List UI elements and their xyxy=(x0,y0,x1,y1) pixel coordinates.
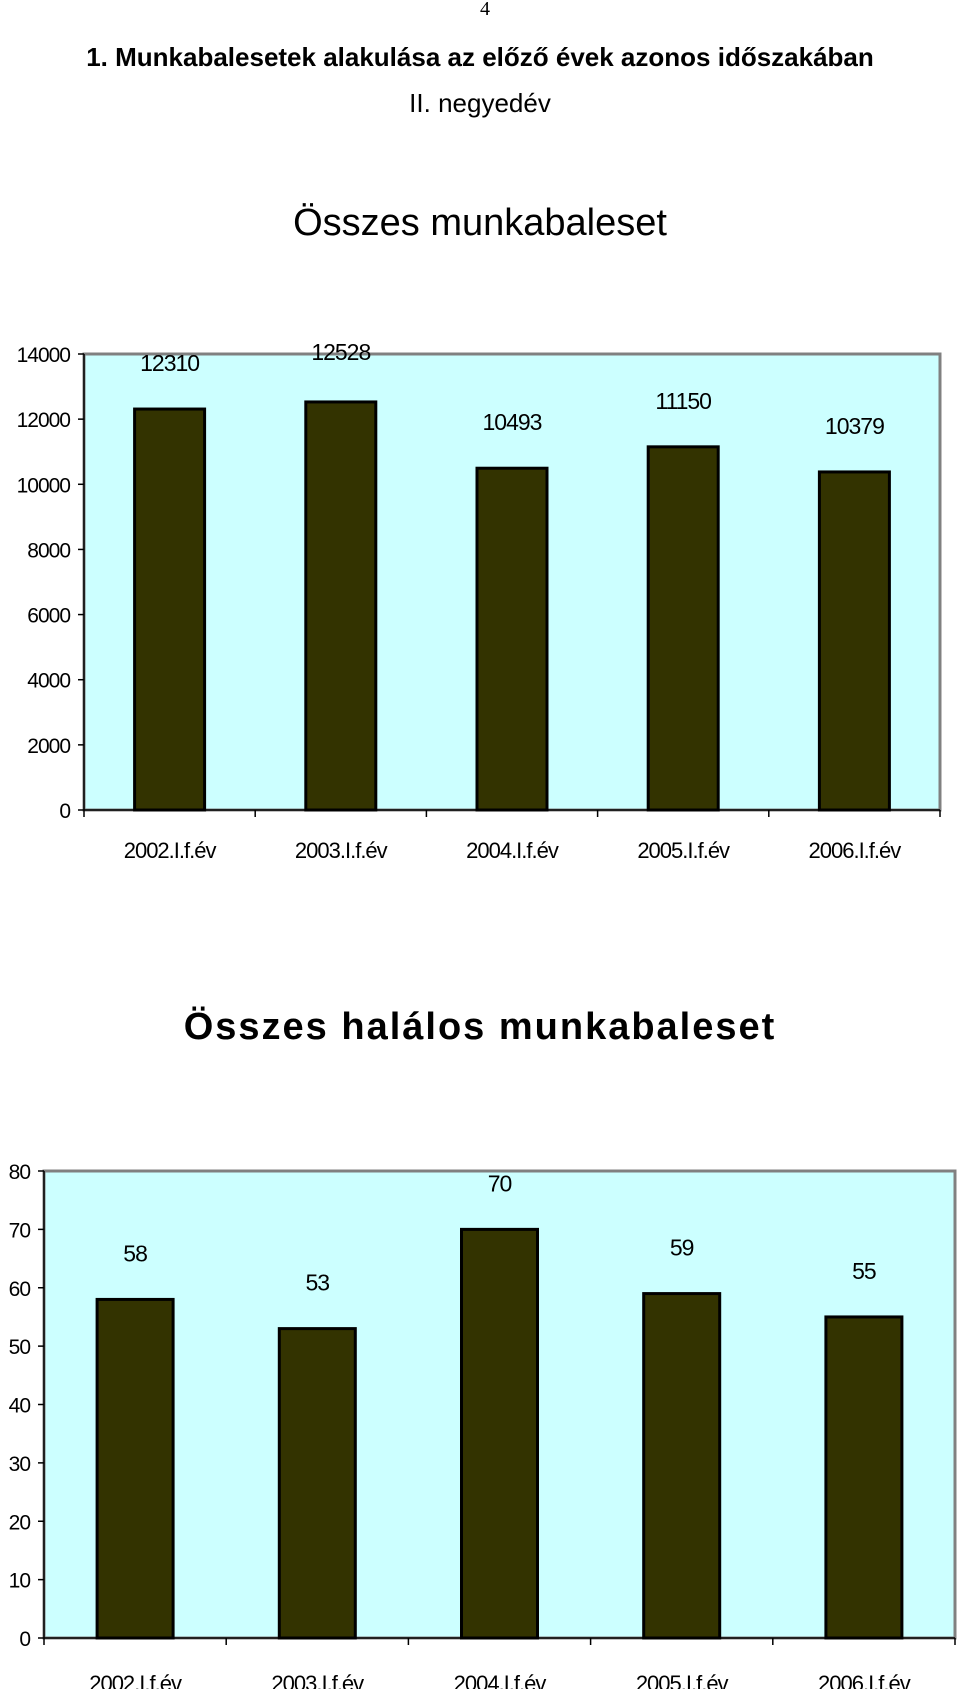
y-tick-label: 20 xyxy=(9,1511,31,1534)
data-label-4: 11150 xyxy=(655,388,711,414)
x-category-label-1: 2002.I.f.év xyxy=(89,1671,182,1689)
y-tick-label: 0 xyxy=(19,1628,30,1651)
data-label-3: 70 xyxy=(488,1170,512,1196)
chart-total-accidents: Összes munkabaleset 0 2000 4000 6000 8000 1000… xyxy=(17,202,942,863)
section-heading: 1. Munkabalesetek alakulása az előző éve… xyxy=(86,42,874,72)
bar-2 xyxy=(304,400,378,812)
section-subheading: II. negyedév xyxy=(409,88,551,118)
y-tick-label: 80 xyxy=(9,1161,31,1184)
x-category-label-3: 2004.I.f.év xyxy=(454,1671,547,1689)
y-tick-label: 60 xyxy=(9,1278,31,1301)
bar-5 xyxy=(824,1315,904,1640)
y-tick-label: 12000 xyxy=(17,409,71,432)
data-label-3: 10493 xyxy=(483,409,542,435)
x-category-label-4: 2005.I.f.év xyxy=(637,838,730,863)
x-category-label-5: 2006.I.f.év xyxy=(818,1671,911,1689)
page-number: 4 xyxy=(480,0,490,20)
data-label-1: 12310 xyxy=(140,350,199,376)
chart-title: Összes halálos munkabaleset xyxy=(184,1005,777,1048)
x-category-label-4: 2005.I.f.év xyxy=(636,1671,729,1689)
y-tick-label: 6000 xyxy=(27,605,70,628)
data-label-2: 53 xyxy=(306,1270,330,1296)
x-category-label-2: 2003.I.f.év xyxy=(295,838,388,863)
x-category-label-5: 2006.I.f.év xyxy=(809,838,902,863)
chart-title: Összes munkabaleset xyxy=(293,202,667,244)
y-tick-label: 10 xyxy=(9,1570,31,1593)
bar-4 xyxy=(642,1292,722,1640)
data-label-4: 59 xyxy=(670,1235,694,1261)
y-tick-label: 0 xyxy=(59,800,70,823)
data-label-5: 55 xyxy=(852,1258,876,1284)
x-category-label-1: 2002.I.f.év xyxy=(124,838,217,863)
y-tick-label: 70 xyxy=(9,1219,31,1242)
y-tick-label: 8000 xyxy=(27,539,70,562)
bar-5 xyxy=(817,470,891,812)
data-label-5: 10379 xyxy=(825,413,884,439)
y-tick-label: 50 xyxy=(9,1336,31,1359)
chart-fatal-accidents: Összes halálos munkabaleset 0 10 20 30 40 50 60… xyxy=(9,1005,957,1689)
y-tick-label: 2000 xyxy=(27,735,70,758)
y-tick-label: 10000 xyxy=(17,474,71,497)
data-label-2: 12528 xyxy=(311,339,370,365)
bar-3 xyxy=(475,466,549,812)
y-tick-label: 30 xyxy=(9,1453,31,1476)
x-category-label-2: 2003.I.f.év xyxy=(271,1671,364,1689)
bar-2 xyxy=(277,1327,357,1640)
y-tick-label: 4000 xyxy=(27,670,70,693)
bar-3 xyxy=(460,1227,539,1640)
data-label-1: 58 xyxy=(123,1240,147,1266)
bar-1 xyxy=(95,1297,175,1640)
y-tick-label: 14000 xyxy=(17,344,71,367)
y-tick-label: 40 xyxy=(9,1395,31,1418)
bar-1 xyxy=(133,407,207,812)
bar-4 xyxy=(646,445,720,812)
x-category-label-3: 2004.I.f.év xyxy=(466,838,559,863)
